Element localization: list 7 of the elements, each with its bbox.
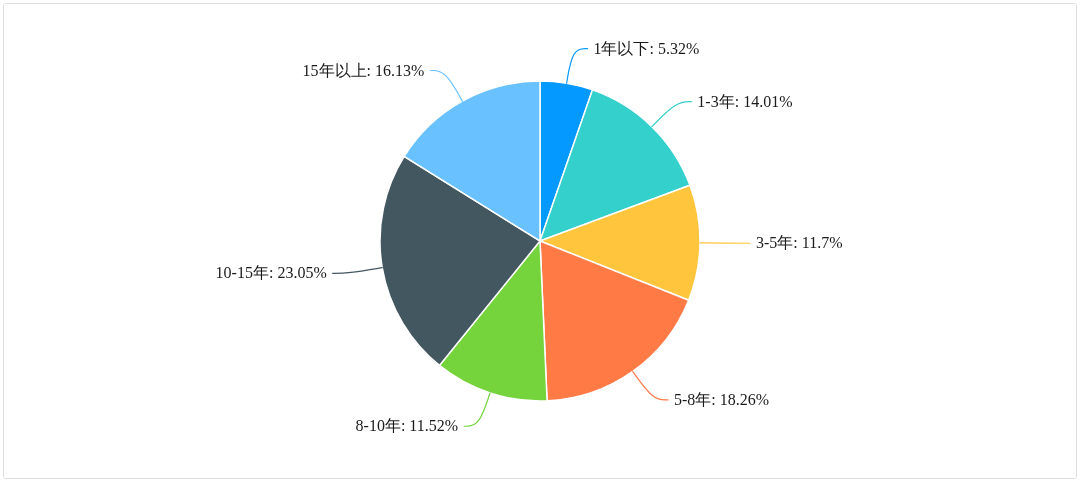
slice-label: 15年以上: 16.13% (302, 61, 425, 79)
slice-label: 3-5年: 11.7% (755, 234, 843, 252)
slice-label: 5-8年: 18.26% (673, 390, 770, 408)
slice-label: 10-15年: 23.05% (215, 264, 327, 282)
slice-label: 1-3年: 14.01% (697, 92, 793, 110)
slice-label: 8-10年: 11.52% (355, 417, 459, 435)
slice-label: 1年以下: 5.32% (593, 39, 700, 57)
